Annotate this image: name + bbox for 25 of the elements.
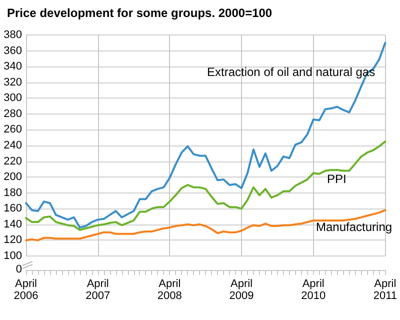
x-tick-label: April 2007 bbox=[86, 278, 110, 302]
y-tick-label: 260 bbox=[4, 124, 22, 136]
x-tick-label: April 2008 bbox=[157, 278, 182, 302]
y-tick-label: 140 bbox=[4, 218, 22, 230]
x-tick-label: April 2010 bbox=[301, 278, 326, 302]
y-tick-label: 100 bbox=[4, 250, 22, 262]
y-tick-label: 120 bbox=[4, 234, 22, 246]
y-tick-label: 300 bbox=[4, 92, 22, 104]
x-tick-label: April 2009 bbox=[229, 278, 254, 302]
text: 0 bbox=[16, 264, 22, 276]
y-tick-label: 180 bbox=[4, 186, 22, 199]
x-tick-label: April 2006 bbox=[14, 278, 38, 302]
x-tick-label: April 2011 bbox=[373, 278, 397, 302]
y-tick-label: 360 bbox=[4, 44, 22, 57]
y-tick-label: 240 bbox=[4, 140, 22, 152]
series-label: PPI bbox=[327, 172, 346, 186]
y-tick-label: 200 bbox=[4, 171, 22, 184]
y-tick-label: 340 bbox=[4, 60, 22, 73]
y-tick-label: 320 bbox=[4, 76, 22, 88]
y-tick-label: 380 bbox=[4, 29, 22, 41]
y-tick-label: 280 bbox=[4, 108, 22, 120]
y-tick-label: 220 bbox=[4, 155, 22, 168]
series-label: Manufacturing bbox=[316, 220, 392, 234]
y-tick-label: 160 bbox=[4, 202, 22, 215]
chart-title: Price development for some groups. 2000=100 bbox=[7, 6, 272, 20]
